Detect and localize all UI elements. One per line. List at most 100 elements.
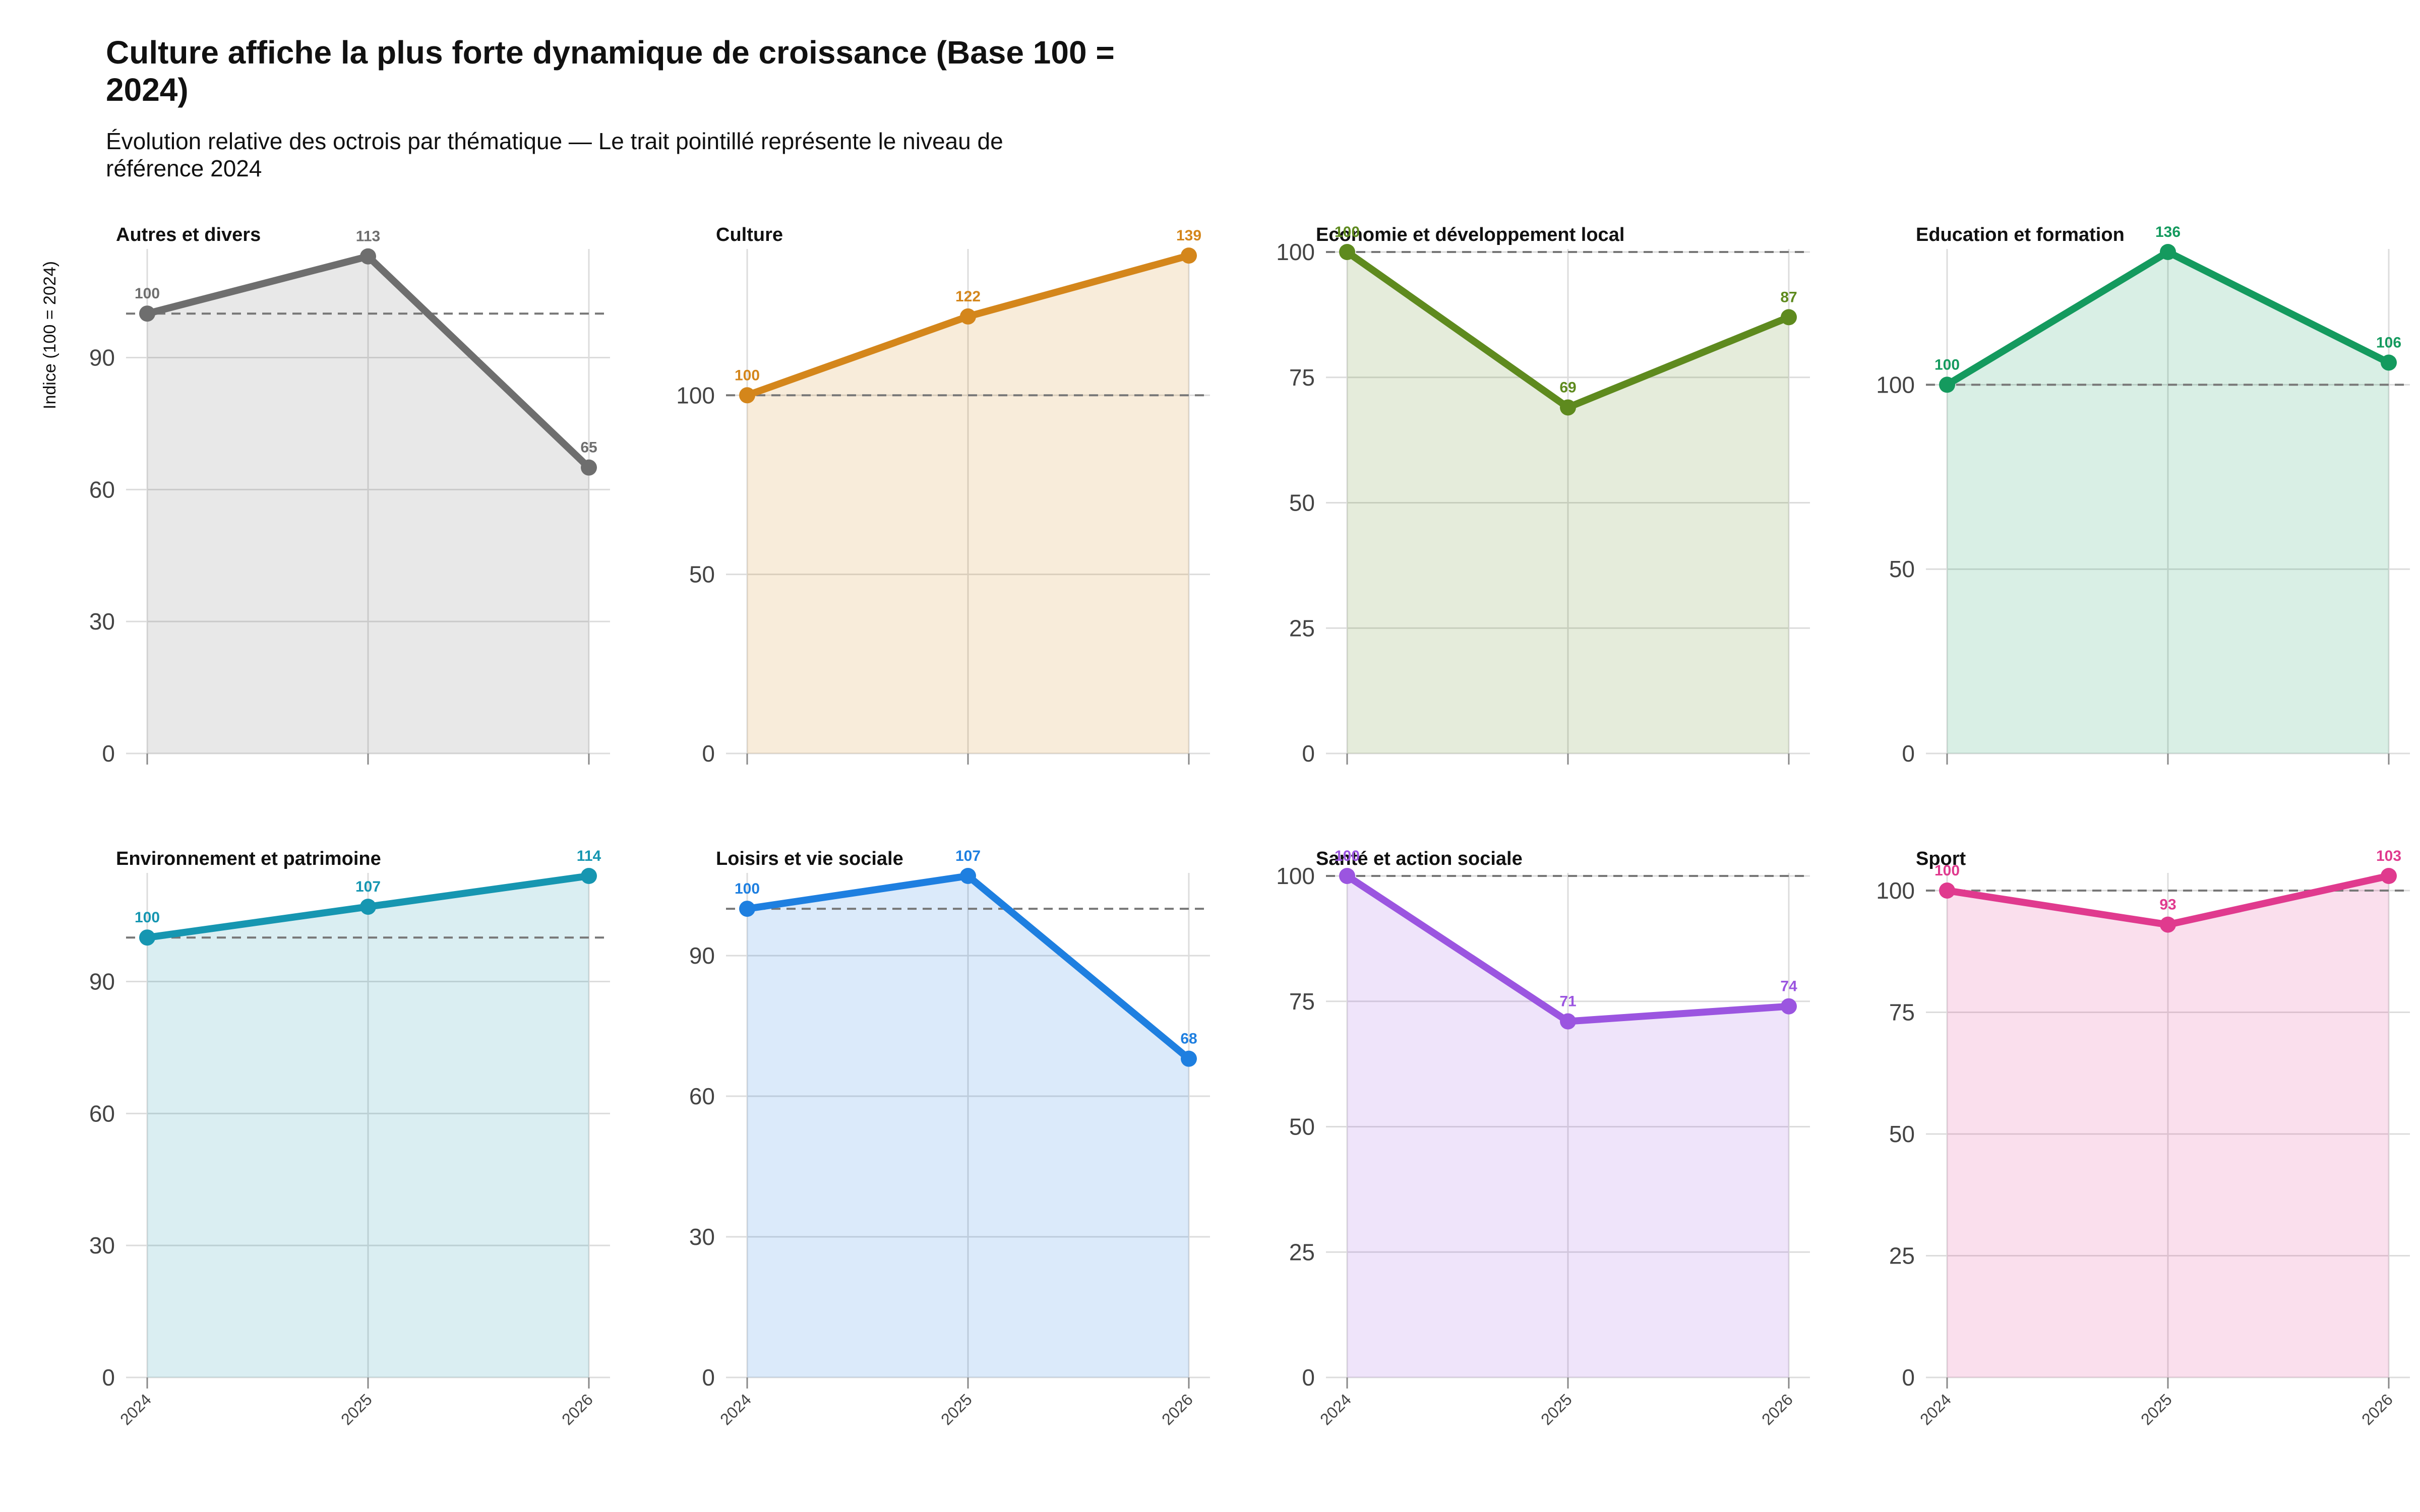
data-point (360, 899, 376, 915)
data-point (1181, 247, 1197, 264)
x-tick-label: 2026 (1758, 1390, 1796, 1428)
y-tick-label: 25 (1289, 1239, 1315, 1265)
y-tick-label: 75 (1289, 988, 1315, 1015)
panel-title: Sport (1916, 848, 1966, 869)
y-tick-label: 0 (1302, 1364, 1315, 1391)
data-label: 100 (1934, 862, 1960, 879)
panel-title: Loisirs et vie sociale (716, 848, 903, 869)
y-tick-label: 100 (1276, 239, 1315, 265)
panel-title: Education et formation (1916, 224, 2125, 245)
y-tick-label: 30 (89, 1232, 115, 1258)
y-tick-label: 0 (1302, 740, 1315, 767)
y-tick-label: 25 (1289, 615, 1315, 641)
panel-4: Education et formation 0 50 100 100 136 106 (1876, 224, 2410, 767)
panel-2: Culture 0 50 100 100 122 139 (676, 224, 1210, 767)
data-point (960, 308, 976, 325)
series-area (1347, 252, 1789, 753)
panel-title: Environnement et patrimoine (116, 848, 381, 869)
data-label: 74 (1780, 978, 1797, 995)
data-label: 122 (955, 288, 981, 305)
series-area (147, 876, 589, 1377)
data-label: 87 (1780, 289, 1797, 305)
data-point (739, 387, 755, 404)
data-label: 136 (2155, 224, 2181, 240)
data-point (2381, 868, 2397, 884)
y-tick-label: 0 (1902, 1364, 1915, 1391)
y-tick-label: 50 (1889, 1121, 1915, 1147)
chart-title-line-2: 2024) (106, 72, 189, 108)
y-tick-label: 100 (1276, 863, 1315, 889)
y-tick-label: 0 (1902, 740, 1915, 767)
series-area (147, 256, 589, 754)
data-label: 100 (1335, 848, 1360, 864)
y-tick-label: 90 (89, 344, 115, 370)
y-tick-label: 0 (102, 740, 115, 767)
data-label: 93 (2159, 897, 2176, 913)
y-tick-label: 90 (89, 968, 115, 994)
panels-group: Autres et divers 0 30 60 90 100 113 65 Culture 0 5… (89, 224, 2410, 1428)
data-label: 100 (135, 909, 160, 926)
x-tick-label: 2024 (716, 1390, 755, 1428)
data-label: 100 (135, 285, 160, 302)
chart-title-line-1: Culture affiche la plus forte dynamique … (106, 34, 1115, 71)
y-tick-label: 100 (1876, 877, 1915, 904)
data-label: 100 (735, 880, 760, 897)
series-area (747, 256, 1189, 753)
y-tick-label: 0 (102, 1364, 115, 1391)
y-tick-label: 50 (1289, 490, 1315, 516)
series-area (747, 876, 1189, 1377)
data-point (2160, 916, 2176, 933)
x-tick-label: 2025 (337, 1390, 376, 1428)
y-tick-label: 50 (689, 561, 715, 588)
data-label: 107 (355, 878, 381, 895)
data-label: 71 (1559, 993, 1576, 1010)
data-point (1339, 868, 1355, 884)
series-area (1947, 876, 2389, 1377)
data-label: 100 (1335, 224, 1360, 240)
data-point (1781, 309, 1797, 326)
panel-title: Culture (716, 224, 783, 245)
data-label: 65 (580, 439, 597, 456)
data-label: 106 (2376, 334, 2401, 351)
x-tick-label: 2025 (2137, 1390, 2175, 1428)
data-point (1181, 1050, 1197, 1067)
data-label: 100 (1934, 356, 1960, 373)
data-label: 103 (2376, 848, 2401, 864)
data-point (2160, 244, 2176, 260)
y-tick-label: 50 (1289, 1114, 1315, 1140)
y-tick-label: 90 (689, 942, 715, 969)
chart-subtitle-line-2: référence 2024 (106, 155, 262, 181)
x-tick-label: 2024 (116, 1390, 155, 1428)
data-label: 107 (955, 848, 981, 864)
data-point (960, 868, 976, 884)
data-point (1560, 399, 1576, 416)
y-tick-label: 60 (689, 1083, 715, 1109)
panel-7: Santé et action sociale 0 25 50 75 100 100 71 74… (1276, 848, 1810, 1428)
series-area (1947, 252, 2389, 753)
series-area (1347, 876, 1789, 1377)
data-label: 100 (735, 367, 760, 384)
data-point (1339, 244, 1355, 260)
panel-title: Autres et divers (116, 224, 261, 245)
panel-title: Santé et action sociale (1316, 848, 1523, 869)
y-tick-label: 30 (689, 1224, 715, 1250)
chart-subtitle-line-1: Évolution relative des octrois par théma… (106, 128, 1003, 154)
y-tick-label: 60 (89, 476, 115, 502)
panel-8: Sport 0 25 50 75 100 100 93 103 2024 2025 2026 (1876, 848, 2410, 1428)
x-tick-label: 2026 (1158, 1390, 1196, 1428)
y-tick-label: 30 (89, 608, 115, 635)
data-point (739, 901, 755, 917)
data-point (1781, 998, 1797, 1015)
data-label: 114 (577, 848, 601, 864)
data-point (1560, 1013, 1576, 1030)
data-point (2381, 354, 2397, 371)
data-point (139, 929, 155, 946)
data-point (1939, 882, 1955, 899)
data-label: 113 (356, 228, 380, 245)
panel-title: Economie et développement local (1316, 224, 1624, 245)
panel-1: Autres et divers 0 30 60 90 100 113 65 (89, 224, 610, 767)
data-point (1939, 376, 1955, 393)
panel-3: Economie et développement local 0 25 50 75 10… (1276, 224, 1810, 767)
data-point (581, 868, 597, 884)
